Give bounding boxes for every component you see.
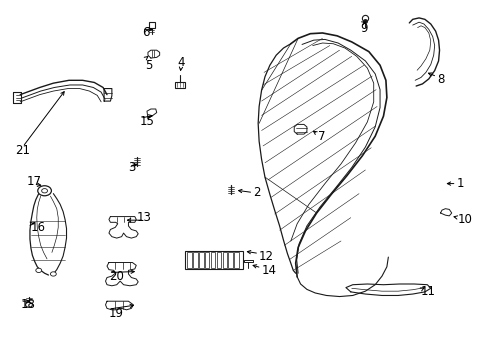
- Circle shape: [36, 268, 41, 273]
- Text: 14: 14: [261, 264, 276, 277]
- Text: 18: 18: [20, 298, 35, 311]
- FancyBboxPatch shape: [234, 252, 238, 268]
- FancyBboxPatch shape: [175, 82, 184, 88]
- Circle shape: [38, 186, 51, 196]
- FancyBboxPatch shape: [193, 252, 197, 268]
- Text: 5: 5: [145, 59, 152, 72]
- Text: 3: 3: [128, 161, 136, 174]
- FancyBboxPatch shape: [204, 252, 209, 268]
- Text: 8: 8: [436, 73, 444, 86]
- FancyBboxPatch shape: [222, 252, 226, 268]
- Text: 15: 15: [140, 116, 155, 129]
- Text: 2: 2: [253, 186, 260, 199]
- FancyBboxPatch shape: [184, 251, 242, 269]
- Text: 7: 7: [317, 130, 325, 144]
- FancyBboxPatch shape: [210, 252, 215, 268]
- FancyBboxPatch shape: [187, 252, 191, 268]
- Text: 11: 11: [420, 285, 435, 298]
- Text: 19: 19: [109, 307, 123, 320]
- Circle shape: [25, 302, 32, 307]
- Text: 10: 10: [457, 213, 472, 226]
- FancyBboxPatch shape: [199, 252, 203, 268]
- FancyBboxPatch shape: [216, 252, 221, 268]
- FancyBboxPatch shape: [228, 252, 232, 268]
- Text: 16: 16: [31, 221, 46, 234]
- Circle shape: [50, 272, 56, 276]
- Text: 4: 4: [177, 56, 184, 69]
- Text: 6: 6: [142, 27, 149, 40]
- Circle shape: [41, 189, 47, 193]
- Text: 1: 1: [456, 177, 463, 190]
- Text: 9: 9: [360, 22, 367, 35]
- Text: 21: 21: [15, 144, 30, 157]
- Text: 12: 12: [259, 249, 274, 262]
- Text: 20: 20: [109, 270, 123, 283]
- Text: 13: 13: [137, 211, 152, 224]
- Text: 17: 17: [26, 175, 41, 188]
